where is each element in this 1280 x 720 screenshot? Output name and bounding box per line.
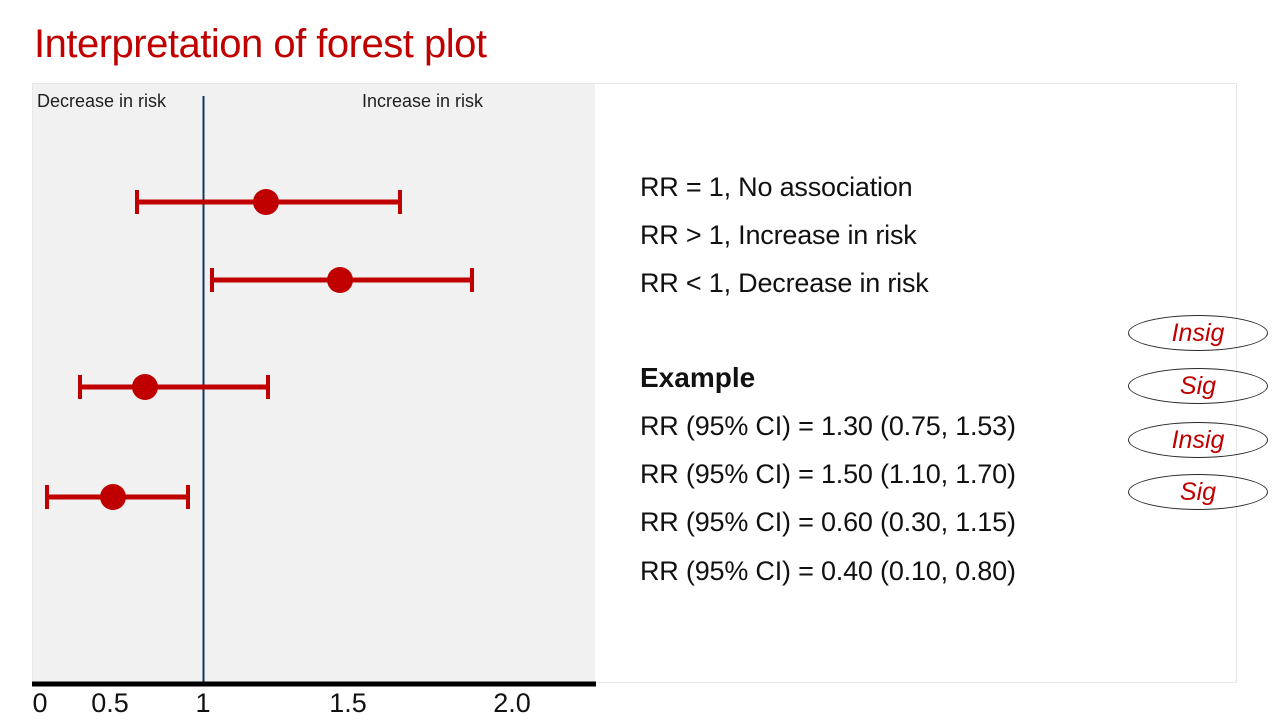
significance-badge-insig-1: Insig [1128,315,1268,351]
example-row-2-text: RR (95% CI) = 1.50 (1.10, 1.70) [640,459,1016,489]
slide-title: Interpretation of forest plot [34,22,487,66]
rule-no-association: RR = 1, No association [640,172,913,202]
significance-badge-sig-1: Sig [1128,368,1268,404]
example-row-3-text: RR (95% CI) = 0.60 (0.30, 1.15) [640,507,1016,537]
content-box: Decrease in risk Increase in risk RR = 1… [32,83,1237,683]
axis-tick-label: 0 [32,688,47,718]
significance-badge-sig-2: Sig [1128,474,1268,510]
decrease-risk-label: Decrease in risk [37,91,167,111]
axis-tick-label: 0.5 [91,688,129,718]
forest-plot-panel: Decrease in risk Increase in risk [33,84,595,682]
significance-badge-label: Sig [1179,477,1217,506]
rule-decrease-in-risk: RR < 1, Decrease in risk [640,268,929,298]
example-heading: Example [640,362,756,393]
significance-badge-insig-2: Insig [1128,422,1268,458]
axis-tick-label: 1 [195,688,210,718]
significance-badge-label: Insig [1171,318,1225,347]
significance-badge-label: Sig [1179,371,1217,400]
increase-risk-label: Increase in risk [362,91,484,111]
significance-badge-label: Insig [1171,425,1225,454]
example-row-4-text: RR (95% CI) = 0.40 (0.10, 0.80) [640,556,1016,586]
example-row-1-text: RR (95% CI) = 1.30 (0.75, 1.53) [640,411,1016,441]
axis-tick-label: 1.5 [329,688,367,718]
axis-tick-label: 2.0 [493,688,531,718]
rule-increase-in-risk: RR > 1, Increase in risk [640,220,917,250]
